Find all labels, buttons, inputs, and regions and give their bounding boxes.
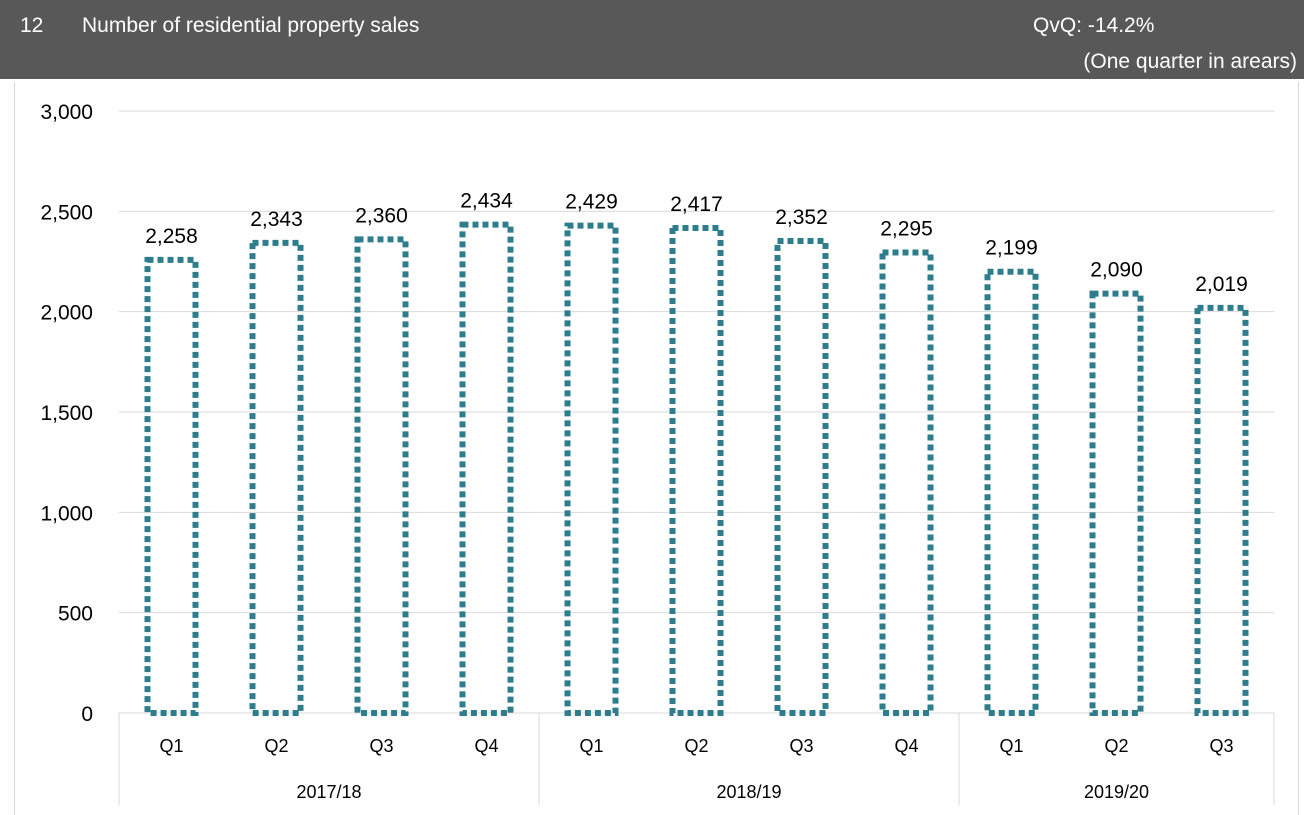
qvq-change: QvQ: -14.2% <box>1033 14 1155 37</box>
x-tick-label: Q3 <box>369 736 393 756</box>
bar <box>1089 290 1144 717</box>
y-tick-label: 500 <box>58 603 93 626</box>
bar <box>879 249 934 716</box>
x-tick-label: Q4 <box>894 736 918 756</box>
data-label: 2,090 <box>1090 259 1143 282</box>
chart-frame-left <box>14 82 15 815</box>
y-tick-label: 2,000 <box>40 302 93 325</box>
group-label: 2018/19 <box>716 782 781 802</box>
data-label: 2,258 <box>145 225 198 248</box>
chart-frame-right <box>1298 82 1299 815</box>
x-tick-label: Q4 <box>474 736 498 756</box>
y-tick-label: 3,000 <box>40 101 93 124</box>
data-label: 2,360 <box>355 204 408 227</box>
data-label: 2,417 <box>670 193 723 216</box>
y-tick-label: 1,500 <box>40 402 93 425</box>
x-tick-label: Q1 <box>159 736 183 756</box>
qvq-note: (One quarter in arears) <box>1083 50 1297 73</box>
chart-header: 12 Number of residential property sales … <box>0 0 1304 79</box>
bar <box>354 236 409 716</box>
data-label: 2,343 <box>250 208 303 231</box>
data-label: 2,429 <box>565 191 618 214</box>
bar <box>1194 304 1249 716</box>
bar-chart: 0 500 1,000 1,500 2,000 2,500 3,000 2,258 Q1 2,34… <box>40 101 1275 805</box>
data-label: 2,199 <box>985 237 1038 260</box>
chart-title: Number of residential property sales <box>82 14 420 37</box>
x-tick-label: Q1 <box>999 736 1023 756</box>
chart-number: 12 <box>20 14 44 37</box>
bar <box>144 256 199 717</box>
data-label: 2,352 <box>775 206 828 229</box>
data-label: 2,434 <box>460 190 513 213</box>
x-tick-label: Q2 <box>684 736 708 756</box>
group-label: 2019/20 <box>1084 782 1149 802</box>
group-label: 2017/18 <box>296 782 361 802</box>
x-tick-label: Q3 <box>1209 736 1233 756</box>
x-tick-label: Q1 <box>579 736 603 756</box>
header-divider <box>0 79 1304 82</box>
x-tick-label: Q2 <box>1104 736 1128 756</box>
bar <box>774 238 829 716</box>
data-label: 2,019 <box>1195 273 1248 296</box>
y-tick-label: 2,500 <box>40 201 93 224</box>
bar <box>459 221 514 716</box>
bar <box>564 222 619 717</box>
y-tick-label: 1,000 <box>40 502 93 525</box>
x-tick-label: Q3 <box>789 736 813 756</box>
bar <box>669 224 724 716</box>
bar <box>249 239 304 716</box>
y-tick-label: 0 <box>81 703 93 726</box>
bar <box>984 268 1039 716</box>
data-label: 2,295 <box>880 217 933 240</box>
x-tick-label: Q2 <box>264 736 288 756</box>
